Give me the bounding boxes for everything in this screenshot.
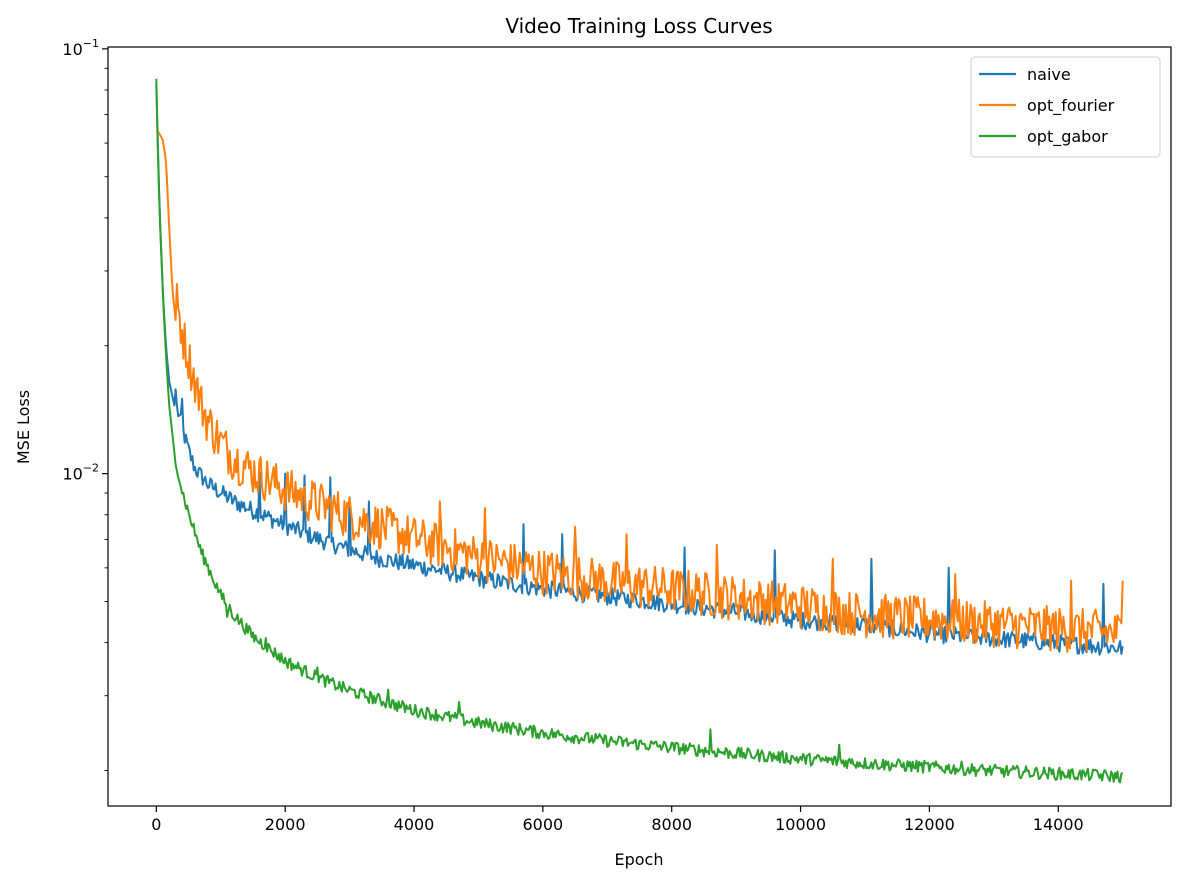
series-opt_gabor bbox=[155, 78, 1124, 784]
legend-label-opt_fourier: opt_fourier bbox=[1027, 96, 1115, 116]
x-tick-label: 4000 bbox=[394, 815, 435, 834]
y-tick-label: 10−2 bbox=[62, 462, 99, 484]
x-tick-label: 0 bbox=[151, 815, 161, 834]
legend-label-naive: naive bbox=[1027, 65, 1071, 84]
x-tick-label: 2000 bbox=[265, 815, 306, 834]
x-tick-label: 8000 bbox=[651, 815, 692, 834]
series-layer bbox=[155, 78, 1124, 784]
series-line-opt_gabor bbox=[155, 78, 1124, 784]
legend-box bbox=[970, 56, 1161, 158]
x-tick-label: 10000 bbox=[775, 815, 826, 834]
x-tick-label: 14000 bbox=[1033, 815, 1084, 834]
y-tick-label: 10−1 bbox=[62, 37, 99, 59]
axis-layer: 0 2000 4000 6000 8000 10000 12000 14000 10−2 10−1 bbox=[62, 37, 1172, 834]
legend-label-opt_gabor: opt_gabor bbox=[1027, 127, 1108, 147]
plot-frame bbox=[107, 46, 1172, 807]
series-opt_fourier bbox=[156, 130, 1124, 658]
y-axis-label: MSE Loss bbox=[14, 390, 33, 464]
x-tick-label: 12000 bbox=[904, 815, 955, 834]
x-axis-label: Epoch bbox=[615, 850, 664, 869]
legend: naive opt_fourier opt_gabor bbox=[970, 56, 1161, 158]
series-line-opt_fourier bbox=[156, 130, 1124, 653]
x-tick-label: 6000 bbox=[523, 815, 564, 834]
chart-title: Video Training Loss Curves bbox=[505, 14, 772, 38]
